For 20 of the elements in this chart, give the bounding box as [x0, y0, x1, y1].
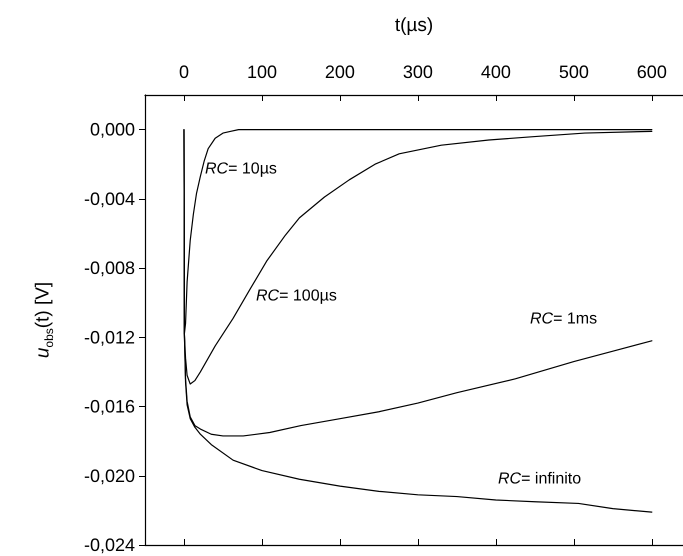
x-tick-label: 600: [636, 62, 667, 82]
y-tick-label: -0,004: [84, 188, 135, 209]
annotation: RC= 100µs: [256, 288, 337, 304]
x-tick-label: 0: [178, 62, 189, 82]
annotation: RC= 10µs: [205, 160, 277, 178]
x-tick-label: 200: [324, 62, 355, 82]
x-tick-label: 500: [558, 62, 589, 82]
x-axis-title: t(µs): [394, 15, 434, 36]
y-tick-label: -0,012: [84, 327, 135, 348]
y-tick-label: -0,024: [84, 535, 135, 555]
y-tick-label: 0,000: [90, 120, 135, 140]
x-tick-label: 100: [246, 62, 277, 82]
x-tick-label: 300: [402, 62, 433, 82]
annotation: RC= infinito: [498, 470, 582, 488]
y-tick-label: -0,008: [84, 258, 135, 278]
annotation: RC= 1ms: [530, 310, 598, 328]
y-tick-label: -0,016: [84, 396, 135, 417]
x-tick-label: 400: [480, 62, 511, 82]
y-axis-title: uobs(t) [V]: [32, 282, 56, 358]
y-tick-label: -0,020: [84, 466, 135, 486]
